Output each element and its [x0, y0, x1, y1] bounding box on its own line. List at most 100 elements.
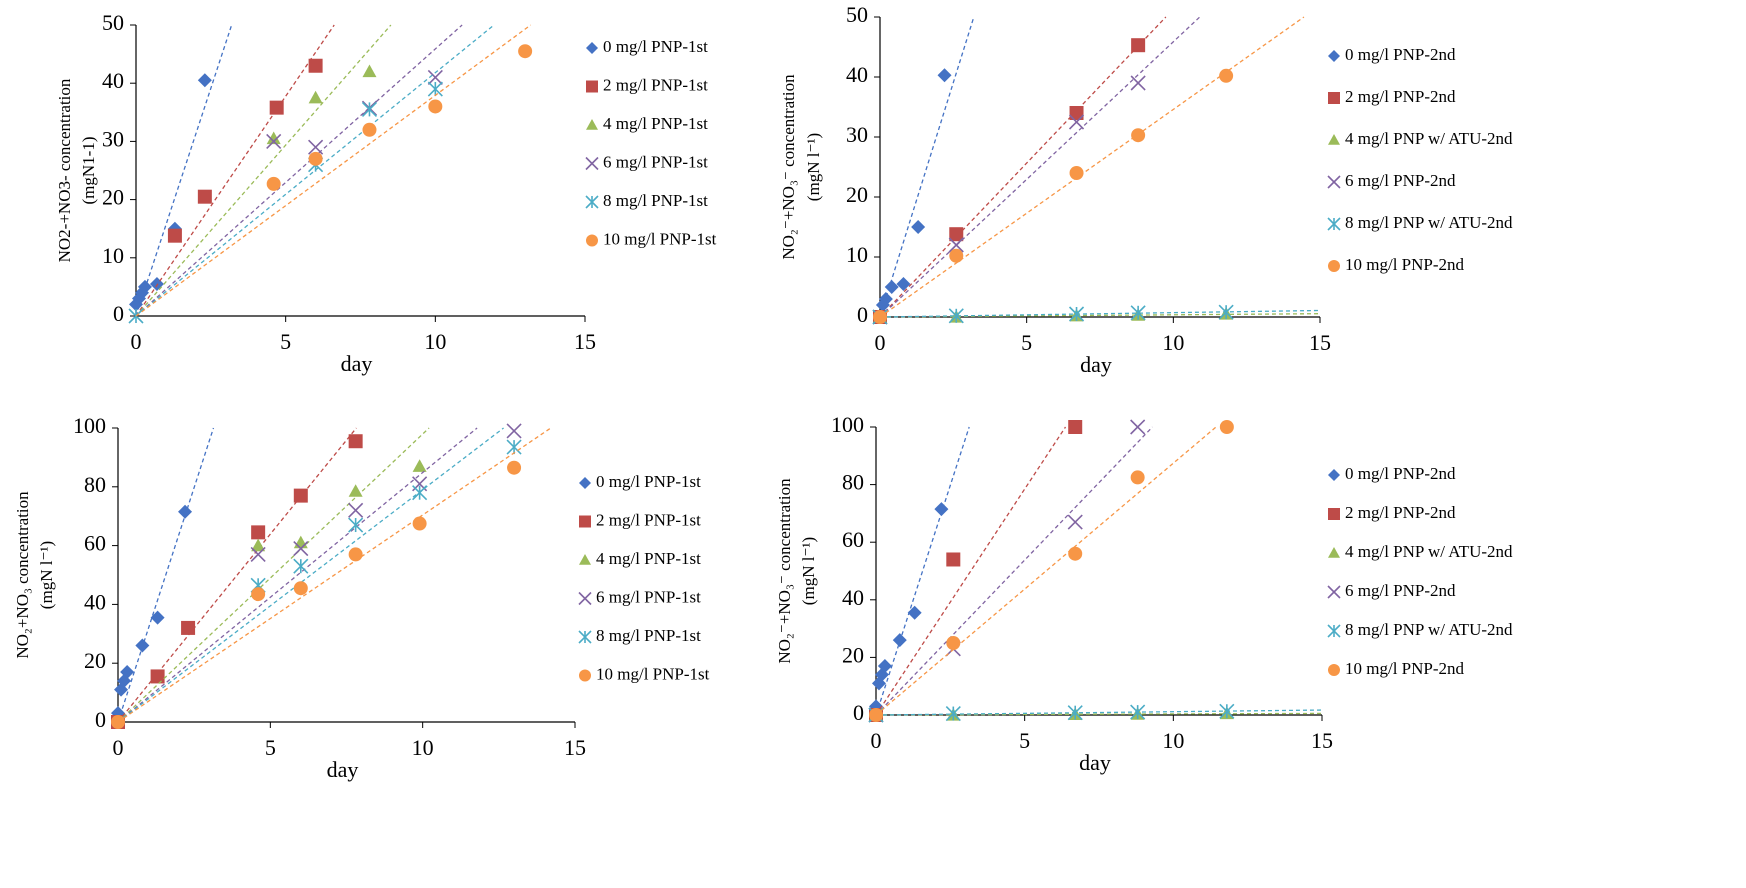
- trendline: [117, 427, 478, 723]
- x-tick-label: 10: [424, 329, 446, 354]
- y-tick-label: 20: [84, 648, 106, 673]
- data-point: [1131, 128, 1146, 143]
- marker-shape: [412, 459, 427, 472]
- data-point: [1219, 420, 1234, 434]
- marker-shape: [1131, 128, 1146, 143]
- legend-label: 8 mg/l PNP-1st: [596, 626, 701, 645]
- marker-shape: [579, 477, 591, 489]
- data-point: [1219, 703, 1235, 719]
- marker-shape: [293, 581, 308, 596]
- data-point: [946, 636, 961, 650]
- legend-label: 6 mg/l PNP-1st: [603, 152, 708, 171]
- legend-label: 6 mg/l PNP-2nd: [1345, 171, 1456, 190]
- marker-shape: [579, 515, 591, 528]
- x-tick-label: 0: [113, 735, 124, 760]
- marker-shape: [348, 484, 363, 497]
- y-axis-label: (mgN l⁻¹): [37, 541, 56, 609]
- legend-label: 10 mg/l PNP-1st: [603, 229, 717, 248]
- marker-shape: [1130, 470, 1145, 485]
- marker-shape: [412, 516, 427, 531]
- data-point: [266, 176, 281, 191]
- trendline: [135, 24, 532, 317]
- data-point: [1130, 419, 1146, 435]
- x-axis-label: day: [1080, 352, 1112, 377]
- y-axis-label: NO₂⁻+NO₃⁻ concentration: [779, 74, 798, 260]
- data-point: [293, 540, 309, 557]
- y-tick-label: 20: [842, 642, 864, 667]
- data-point: [150, 610, 165, 625]
- data-point: [293, 581, 308, 596]
- marker-shape: [1131, 38, 1146, 53]
- trendline: [875, 709, 1323, 716]
- x-tick-label: 10: [412, 735, 434, 760]
- trendline: [875, 426, 1153, 716]
- data-point: [878, 292, 893, 306]
- legend-marker: [1328, 469, 1340, 481]
- marker-shape: [586, 80, 598, 93]
- marker-shape: [137, 279, 152, 294]
- marker-shape: [266, 131, 281, 145]
- x-tick-label: 15: [1311, 728, 1333, 753]
- data-point: [506, 439, 522, 455]
- marker-shape: [586, 42, 598, 54]
- legend-marker: [579, 477, 591, 489]
- y-tick-label: 60: [84, 531, 106, 556]
- marker-shape: [1130, 75, 1146, 91]
- marker-shape: [1219, 420, 1234, 434]
- y-axis-label: NO₂⁻+NO₃⁻ concentration: [775, 478, 794, 664]
- data-point: [1131, 38, 1146, 53]
- x-axis-label: day: [341, 351, 373, 376]
- x-tick-label: 5: [1019, 728, 1030, 753]
- marker-shape: [1068, 546, 1083, 561]
- data-point: [1068, 306, 1085, 322]
- trendline: [117, 427, 504, 723]
- data-point: [361, 101, 378, 117]
- data-point: [348, 517, 364, 533]
- trendline: [875, 426, 1067, 716]
- data-point: [1218, 304, 1234, 320]
- data-point: [1069, 106, 1084, 120]
- legend-label: 8 mg/l PNP w/ ATU-2nd: [1345, 213, 1513, 232]
- legend-marker: [1327, 217, 1341, 231]
- marker-shape: [362, 64, 377, 78]
- y-tick-label: 0: [95, 707, 106, 732]
- y-axis-label: NO2-+NO3- concentration: [55, 78, 74, 262]
- x-tick-label: 5: [265, 735, 276, 760]
- legend-label: 10 mg/l PNP-2nd: [1345, 255, 1465, 274]
- legend-label: 0 mg/l PNP-1st: [603, 37, 708, 56]
- data-point: [428, 99, 443, 114]
- data-point: [412, 459, 427, 472]
- marker-shape: [1130, 419, 1146, 435]
- data-point: [362, 64, 377, 78]
- legend-label: 10 mg/l PNP-2nd: [1345, 659, 1465, 678]
- trendline: [135, 24, 233, 317]
- legend-marker: [579, 669, 591, 682]
- legend-marker: [585, 156, 599, 171]
- data-point: [412, 485, 428, 501]
- legend-marker: [585, 195, 599, 209]
- marker-shape: [362, 122, 377, 137]
- marker-shape: [269, 100, 284, 115]
- data-point: [907, 605, 922, 620]
- y-tick-label: 40: [84, 589, 106, 614]
- x-axis-label: day: [327, 757, 359, 782]
- data-point: [934, 502, 949, 517]
- legend-label: 8 mg/l PNP-1st: [603, 191, 708, 210]
- legend-marker: [586, 119, 598, 130]
- data-point: [293, 558, 309, 574]
- legend-label: 6 mg/l PNP-2nd: [1345, 581, 1456, 600]
- marker-shape: [308, 151, 323, 166]
- data-point: [1069, 166, 1084, 180]
- marker-shape: [1328, 260, 1340, 272]
- y-tick-label: 10: [102, 243, 124, 268]
- data-point: [137, 279, 152, 294]
- data-point: [167, 228, 182, 243]
- marker-shape: [586, 234, 598, 247]
- y-axis-label: (mgN l⁻¹): [804, 133, 823, 201]
- y-tick-label: 20: [102, 185, 124, 210]
- data-point: [877, 659, 892, 674]
- marker-shape: [251, 538, 266, 552]
- x-tick-label: 15: [1309, 330, 1331, 355]
- data-point: [1068, 420, 1083, 434]
